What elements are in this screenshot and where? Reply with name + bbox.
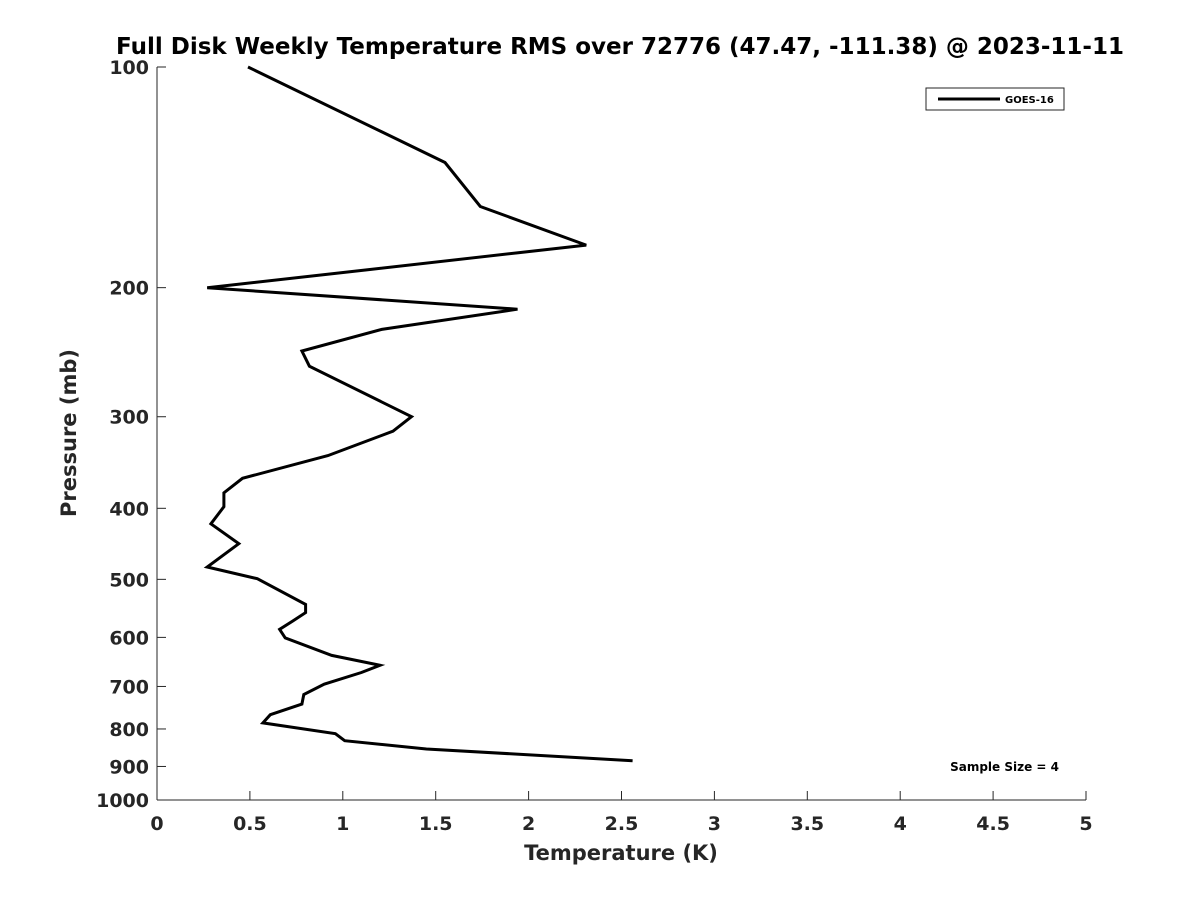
x-tick-label: 3.5 <box>790 813 824 835</box>
y-tick-label: 100 <box>109 57 149 79</box>
x-tick-label: 2.5 <box>605 813 639 835</box>
x-axis-label: Temperature (K) <box>524 841 718 865</box>
x-tick-label: 3 <box>708 813 721 835</box>
legend: GOES-16 <box>925 87 1065 111</box>
y-tick-label: 400 <box>109 498 149 520</box>
x-tick-label: 0.5 <box>233 813 267 835</box>
x-ticks: 0 0.5 1 1.5 2 2.5 3 3.5 4 4.5 5 <box>150 791 1093 835</box>
y-tick-label: 700 <box>109 676 149 698</box>
plot-axes <box>156 67 1086 801</box>
plot-frame <box>157 67 1086 800</box>
y-tick-label: 500 <box>109 569 149 591</box>
x-tick-label: 1 <box>336 813 349 835</box>
x-tick-label: 0 <box>150 813 163 835</box>
series-line-goes-16 <box>203 65 633 763</box>
x-tick-label: 2 <box>522 813 535 835</box>
y-ticks: 100 200 300 400 500 600 700 800 900 1000 <box>96 57 166 812</box>
series-layer <box>203 65 633 763</box>
y-tick-label: 300 <box>109 407 149 429</box>
y-tick-label: 600 <box>109 627 149 649</box>
y-axis-label: Pressure (mb) <box>57 349 81 517</box>
y-tick-label: 800 <box>109 719 149 741</box>
legend-entry-goes-16: GOES-16 <box>1005 95 1054 106</box>
sample-size-annotation: Sample Size = 4 <box>950 760 1059 774</box>
x-tick-label: 5 <box>1079 813 1092 835</box>
x-tick-label: 4 <box>894 813 907 835</box>
x-tick-label: 4.5 <box>976 813 1010 835</box>
y-tick-label: 900 <box>109 756 149 778</box>
x-tick-label: 1.5 <box>419 813 453 835</box>
chart-title: Full Disk Weekly Temperature RMS over 72… <box>116 34 1124 60</box>
y-tick-label: 200 <box>109 278 149 300</box>
y-tick-label: 1000 <box>96 790 149 812</box>
